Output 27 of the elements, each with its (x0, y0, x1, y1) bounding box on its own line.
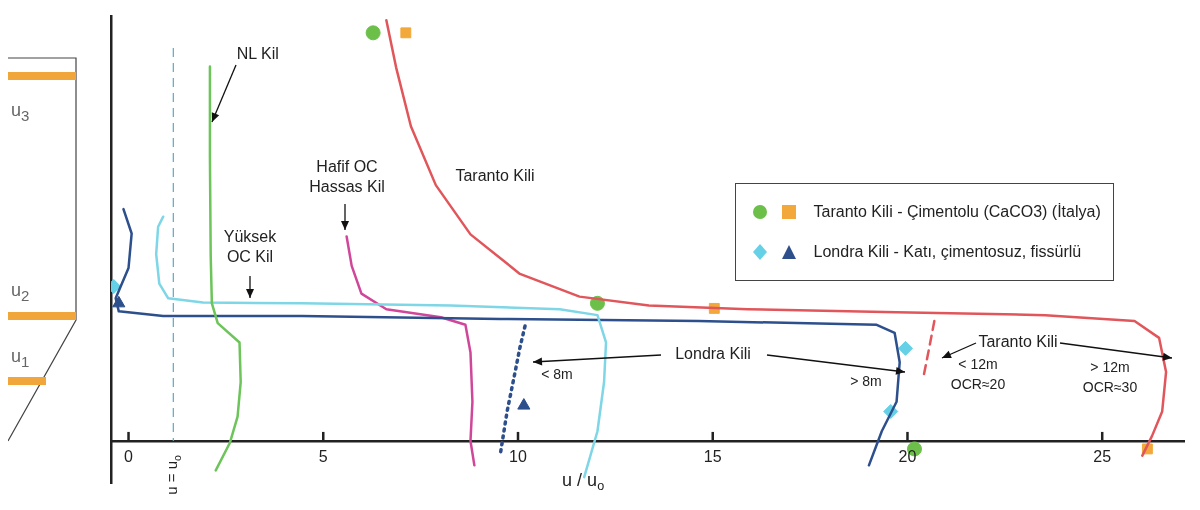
legend-label: Londra Kili - Katı, çimentosuz, fissürlü (813, 243, 1082, 262)
annotation: < 12m OCR≈20 (950, 355, 1006, 392)
x-tick-label: 25 (1093, 448, 1112, 466)
point (365, 25, 381, 41)
annotation: > 8m (850, 372, 882, 389)
annotation: Taranto Kili (455, 167, 535, 185)
annotation: NL Kil (236, 45, 279, 63)
annotation: > 12m OCR≈30 (1082, 358, 1138, 395)
text: u$_{3}$ (11, 100, 30, 124)
point (400, 27, 412, 39)
x-tick-label: 5 (318, 448, 328, 466)
point (898, 340, 914, 356)
text: u$_{1}$ (11, 346, 30, 370)
x-tick-label: 10 (509, 448, 527, 466)
point (517, 398, 531, 410)
annotation: Taranto Kili (978, 333, 1058, 351)
x-tick-label: 0 (124, 448, 134, 466)
x-tick-label: 15 (703, 448, 722, 466)
annotation: Yüksek OC Kil (223, 228, 278, 266)
text: u$_{2}$ (11, 280, 30, 304)
legend-label: Taranto Kili - Çimentolu (CaCO3) (İtalya) (813, 203, 1101, 222)
ref-line-label: u = uo (163, 454, 183, 495)
annotation: Londra Kili (675, 345, 751, 363)
x-tick-label: 20 (898, 448, 917, 466)
point (112, 295, 126, 308)
annotation: < 8m (541, 365, 573, 382)
annotation: Hafif OC Hassas Kil (309, 158, 385, 196)
